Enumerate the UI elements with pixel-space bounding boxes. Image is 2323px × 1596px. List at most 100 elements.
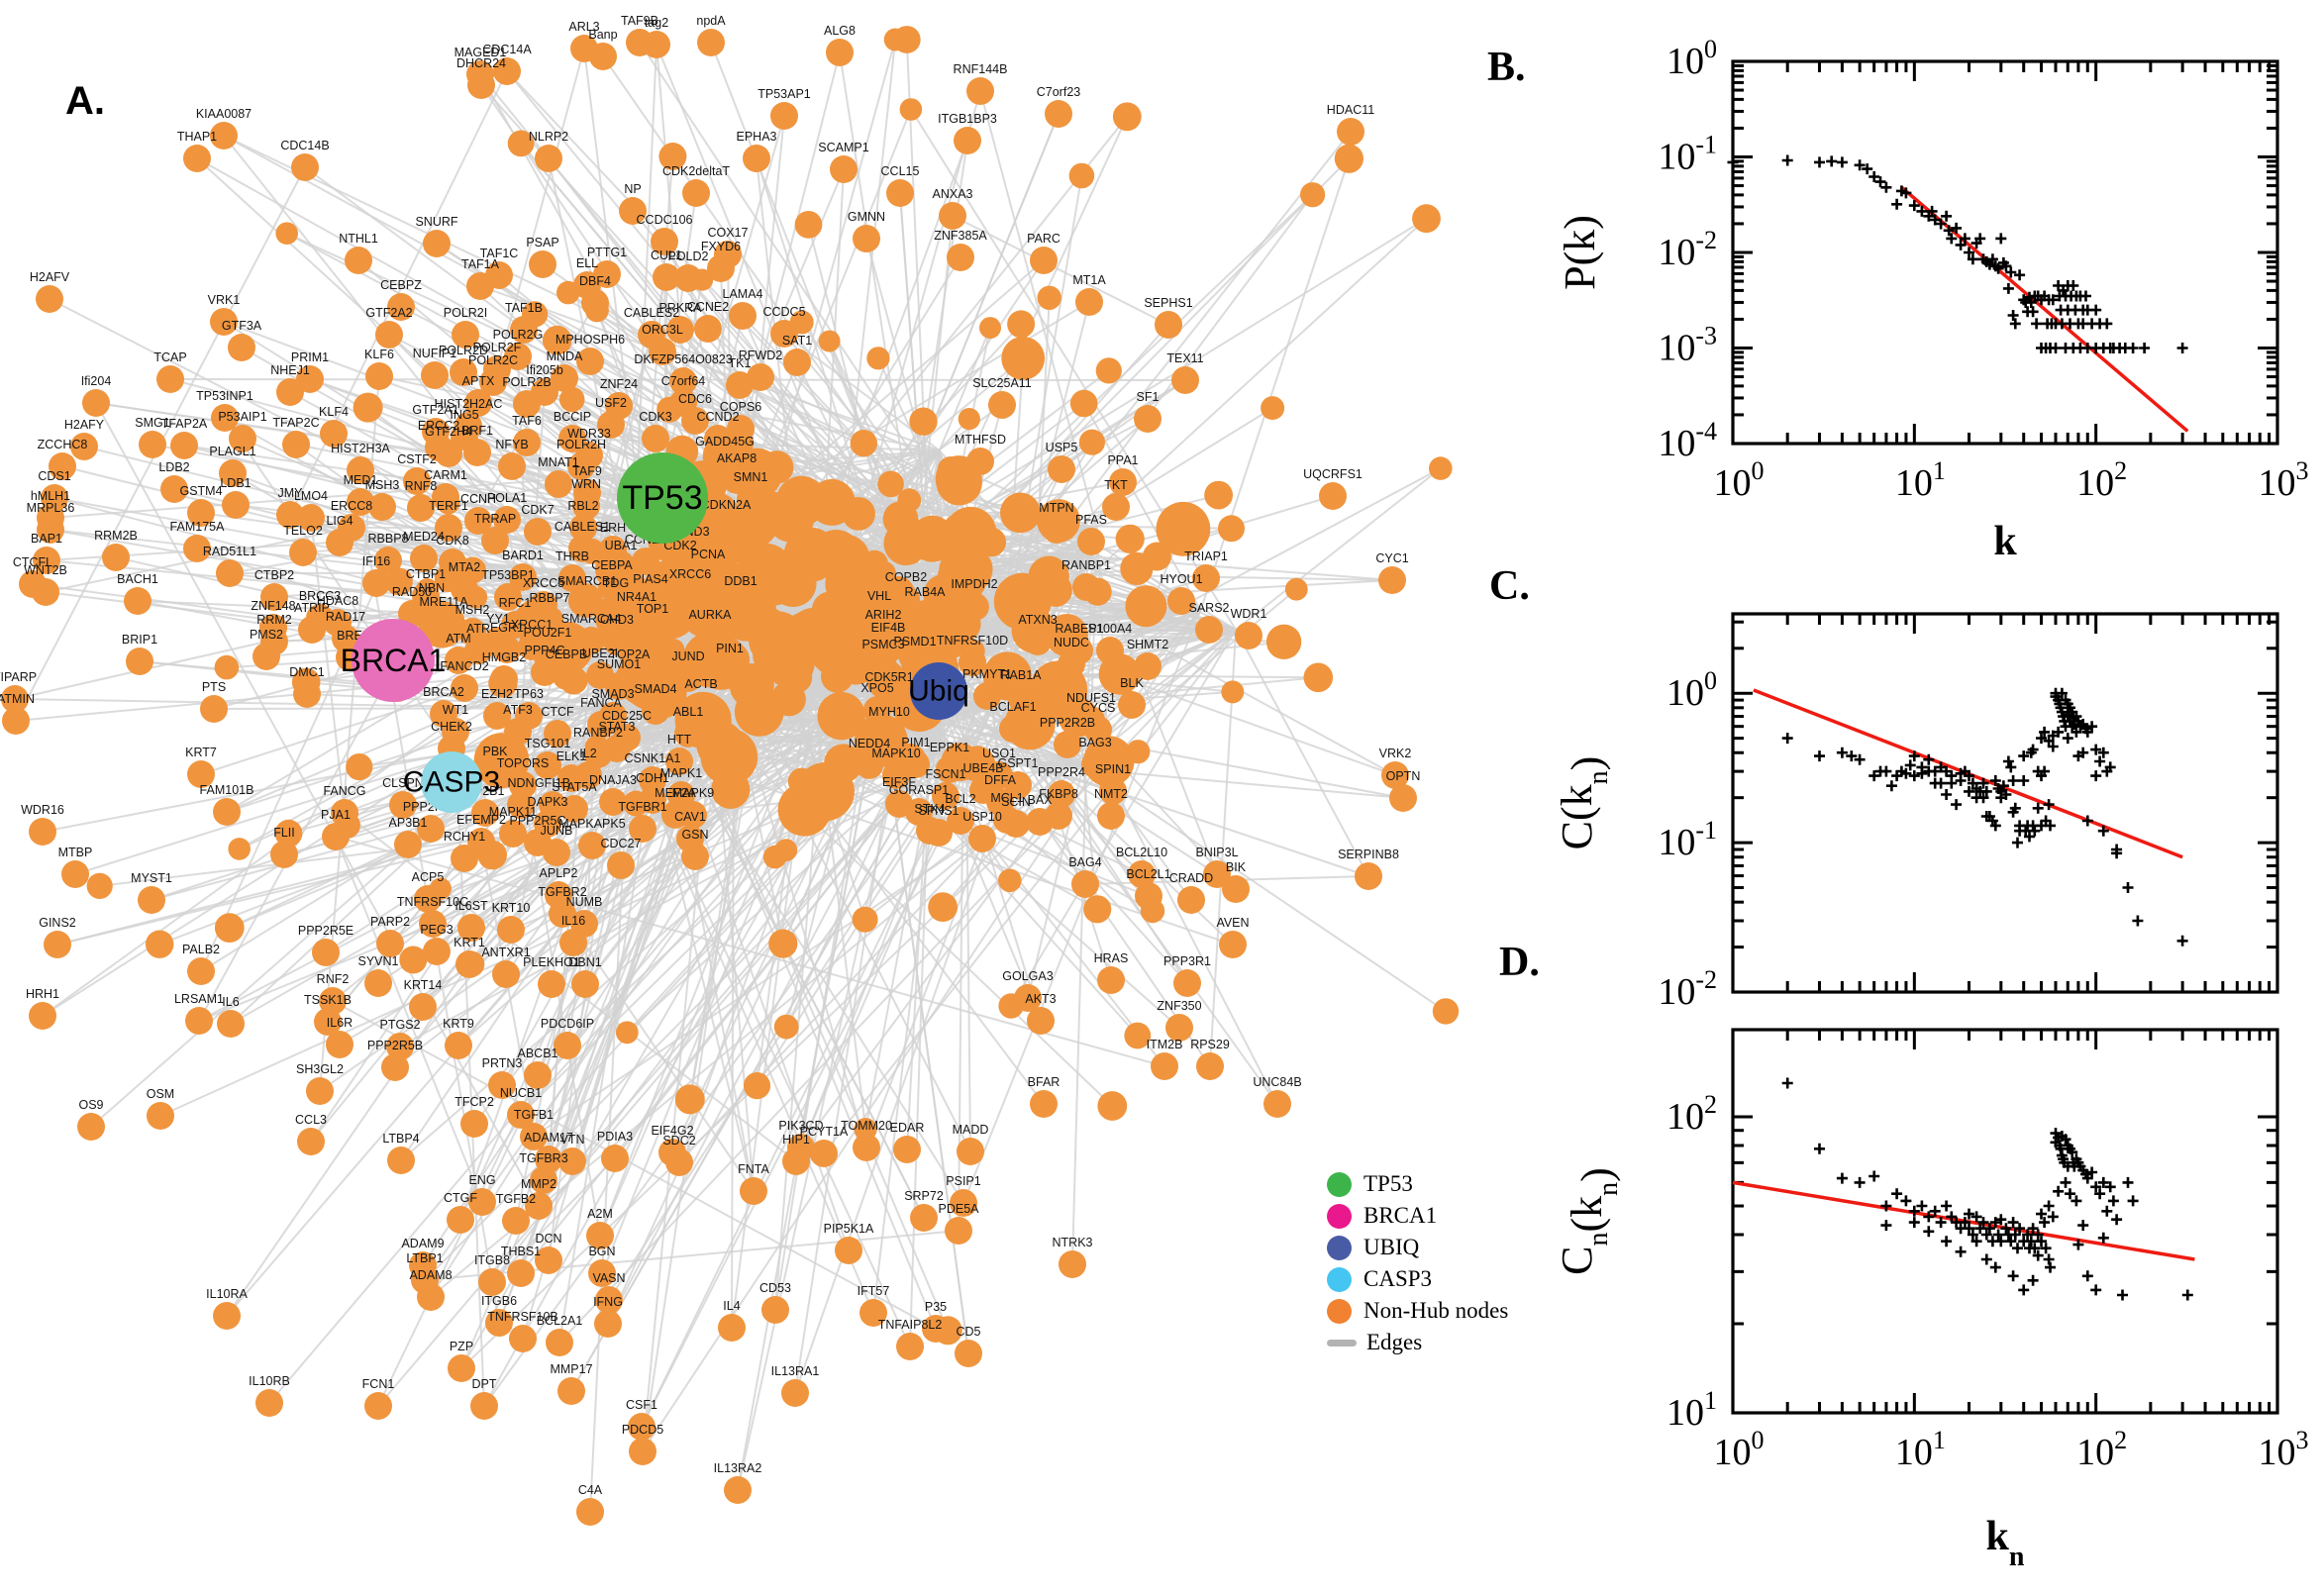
network-node-label: APLP2 — [540, 866, 578, 880]
network-node-label: POLR2F — [473, 341, 522, 354]
network-node — [696, 623, 724, 650]
network-node — [430, 610, 457, 638]
network-node-label: IL13RA1 — [771, 1364, 820, 1378]
network-node — [642, 425, 669, 452]
network-node — [665, 748, 693, 775]
network-node — [282, 431, 310, 458]
network-node — [470, 1392, 498, 1420]
node-swatch-icon — [1327, 1235, 1352, 1260]
network-node — [297, 504, 325, 532]
network-node — [520, 1123, 548, 1150]
network-node-label: TOP1 — [637, 602, 668, 616]
network-node — [1099, 777, 1127, 805]
network-node-label: TDG — [603, 576, 629, 590]
network-node — [387, 1147, 415, 1174]
network-node — [187, 957, 215, 985]
network-node-label: EIF4B — [871, 621, 906, 635]
svg-text:10-2: 10-2 — [1658, 226, 1717, 273]
network-node-label: CEBPB — [546, 648, 587, 661]
network-node — [853, 1134, 880, 1161]
network-node — [211, 404, 239, 432]
network-node-label: MTA2 — [449, 560, 480, 574]
network-node-label: PDCD5 — [622, 1423, 663, 1437]
network-node-label: POLR2G — [493, 328, 544, 342]
network-node-label: PRTN3 — [482, 1056, 523, 1070]
network-node-label: IFNG — [593, 1295, 623, 1309]
network-node — [1222, 875, 1250, 903]
network-node — [599, 702, 627, 730]
svg-text:102: 102 — [2076, 456, 2127, 504]
network-node-label: PSIP1 — [946, 1174, 980, 1188]
network-node-label: ATXN3 — [1018, 613, 1057, 627]
network-node-label: PRKRA — [658, 301, 702, 315]
network-node — [138, 886, 165, 914]
legend-label: Edges — [1366, 1330, 1423, 1354]
network-node — [102, 544, 130, 571]
network-node-label: PBK — [482, 745, 508, 758]
network-node-label: IL6 — [222, 995, 239, 1009]
network-node — [524, 518, 552, 546]
axis-titles: kn Cn(kn) — [1553, 1167, 2025, 1571]
network-node-label: CLSPN — [382, 776, 424, 790]
legend-label: TP53 — [1364, 1171, 1413, 1196]
network-node — [403, 467, 431, 495]
network-node — [649, 338, 676, 365]
network-node-label: KRT1 — [454, 936, 485, 949]
network-node — [681, 407, 709, 435]
network-node-label: RPS29 — [1190, 1038, 1230, 1051]
network-node-label: CSNK1A1 — [625, 751, 681, 765]
network-node — [435, 514, 462, 542]
network-node-label: MADD — [953, 1123, 989, 1137]
network-node — [368, 493, 396, 521]
network-node — [1128, 860, 1156, 888]
network-node-label: RFC1 — [499, 596, 532, 610]
network-node — [524, 1061, 552, 1089]
network-node-label: TFAP2C — [272, 416, 319, 430]
network-node-label: PIM1 — [901, 736, 930, 749]
network-node — [492, 960, 520, 988]
axis-ticks — [1731, 59, 2279, 446]
network-node — [619, 197, 647, 225]
network-node — [682, 179, 710, 207]
network-node-label: FANCD2 — [440, 659, 488, 673]
network-node-label: NR4A1 — [617, 590, 656, 604]
network-node — [559, 929, 587, 956]
network-node-label: DHCR24 — [456, 56, 506, 70]
network-node-label: TGFBR3 — [519, 1151, 567, 1165]
network-node — [1077, 528, 1105, 555]
network-node — [1002, 810, 1030, 838]
network-node-label: Ifi205b — [526, 363, 563, 377]
network-node-label: STAT3 — [598, 720, 635, 734]
network-node-label: BGN — [588, 1245, 615, 1258]
network-node-label: TRRAP — [474, 512, 516, 526]
network-node-label: ADAM17 — [524, 1131, 573, 1145]
network-node — [782, 1147, 810, 1175]
legend-item-edges: Edges — [1327, 1327, 1584, 1358]
network-node-label: KRT7 — [185, 746, 217, 759]
network-node-label: RRM2B — [94, 529, 138, 543]
network-node — [260, 583, 288, 611]
network-node — [507, 791, 535, 819]
network-node-label: WDR1 — [1231, 607, 1267, 621]
network-node-label: MT1A — [1072, 273, 1106, 287]
network-node-label: ALG8 — [824, 24, 856, 38]
network-node — [642, 697, 669, 725]
network-node-label: MTBP — [58, 846, 93, 859]
network-node — [761, 1296, 789, 1324]
network-node-label: LDB2 — [158, 460, 189, 474]
network-node-label: TP53AP1 — [758, 87, 811, 101]
network-node-label: ABL1 — [673, 705, 704, 719]
network-node — [545, 470, 572, 498]
network-node-label: BAX — [1027, 793, 1053, 807]
network-node-label: CD5 — [956, 1325, 980, 1339]
network-node — [586, 1222, 614, 1249]
network-node-label: THRB — [556, 549, 589, 563]
svg-text:103: 103 — [2259, 1426, 2309, 1473]
network-node — [581, 289, 609, 317]
network-node-label: WNT2B — [24, 563, 67, 577]
network-node-label: NUDC — [1054, 636, 1089, 649]
network-node-label: NHEJ1 — [270, 363, 310, 377]
network-node — [255, 1389, 283, 1417]
network-node — [364, 1392, 392, 1420]
network-node — [423, 938, 451, 965]
